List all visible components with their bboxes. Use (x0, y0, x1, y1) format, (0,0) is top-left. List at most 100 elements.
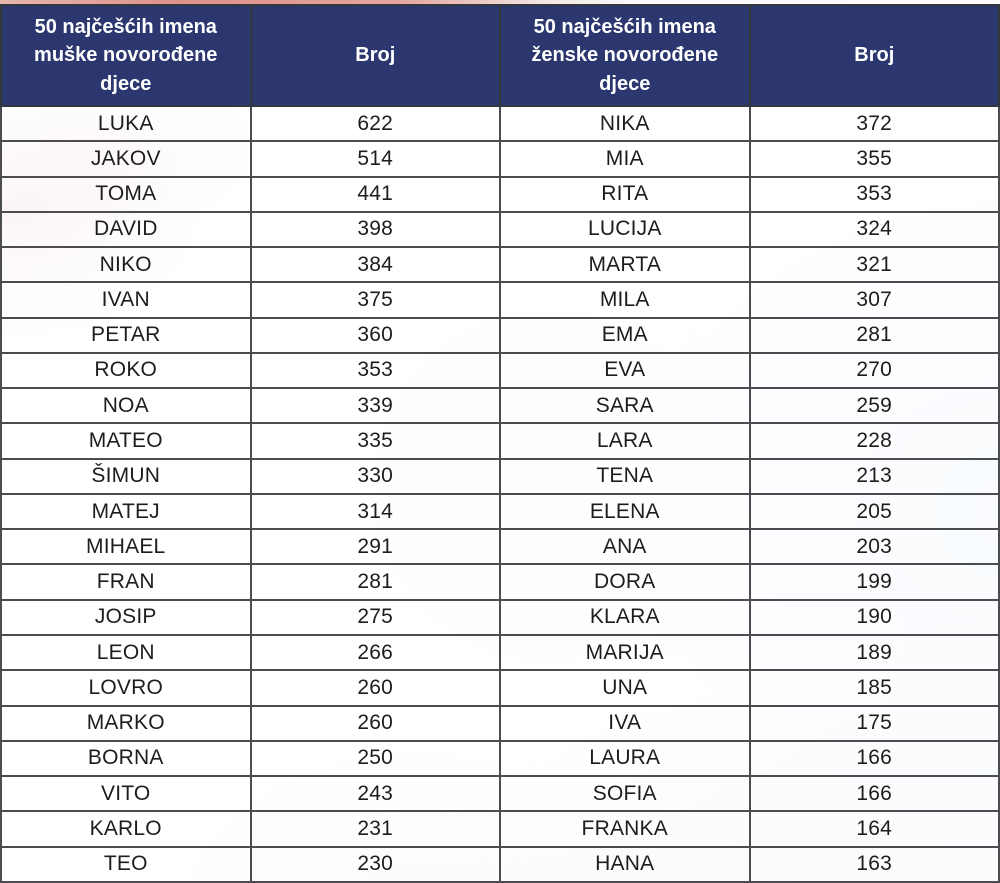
male-name-cell: JAKOV (0, 140, 252, 178)
female-name-cell: EVA (499, 351, 751, 390)
male-name-cell: NIKO (0, 246, 252, 284)
table-row: JOSIP 275 KLARA 190 (0, 598, 1000, 636)
female-name-cell: SOFIA (499, 775, 751, 813)
female-name-cell: DORA (499, 563, 751, 601)
column-header-male-names: 50 najčešćih imena muške novorođene djec… (0, 4, 252, 107)
male-name-cell: MARKO (0, 704, 252, 742)
male-name-cell: NOA (0, 387, 252, 425)
male-count-cell: 514 (249, 140, 501, 178)
female-name-cell: SARA (499, 387, 751, 425)
female-count-cell: 164 (748, 810, 1000, 848)
female-count-cell: 355 (748, 140, 1000, 178)
male-count-cell: 291 (249, 528, 501, 566)
female-count-cell: 259 (748, 387, 1000, 425)
table-row: LOVRO 260 UNA 185 (0, 669, 1000, 707)
column-header-female-count: Broj (748, 4, 1000, 107)
male-count-cell: 250 (249, 739, 501, 778)
table-row: MIHAEL 291 ANA 203 (0, 528, 1000, 566)
table-row: TEO 230 HANA 163 (0, 845, 1000, 883)
female-name-cell: LARA (499, 422, 751, 460)
table-row: JAKOV 514 MIA 355 (0, 140, 1000, 178)
female-name-cell: KLARA (499, 598, 751, 636)
table-row: IVAN 375 MILA 307 (0, 281, 1000, 319)
male-count-cell: 622 (249, 104, 501, 143)
male-name-cell: TEO (0, 845, 252, 883)
female-name-cell: MARTA (499, 246, 751, 284)
female-name-cell: MIA (499, 140, 751, 178)
table-row: VITO 243 SOFIA 166 (0, 775, 1000, 813)
male-count-cell: 384 (249, 246, 501, 284)
male-name-cell: MIHAEL (0, 528, 252, 566)
table-row: NOA 339 SARA 259 (0, 387, 1000, 425)
female-count-cell: 189 (748, 633, 1000, 672)
table-row: ŠIMUN 330 TENA 213 (0, 457, 1000, 495)
column-header-male-count: Broj (249, 4, 501, 107)
male-name-cell: IVAN (0, 281, 252, 319)
female-name-cell: TENA (499, 457, 751, 495)
male-name-cell: LEON (0, 633, 252, 672)
names-table: 50 najčešćih imena muške novorođene djec… (0, 4, 1000, 883)
female-count-cell: 228 (748, 422, 1000, 460)
female-count-cell: 166 (748, 775, 1000, 813)
male-name-cell: FRAN (0, 563, 252, 601)
table-header: 50 najčešćih imena muške novorođene djec… (0, 4, 1000, 107)
male-count-cell: 398 (249, 210, 501, 249)
male-count-cell: 266 (249, 633, 501, 672)
table-row: ROKO 353 EVA 270 (0, 351, 1000, 390)
male-count-cell: 339 (249, 387, 501, 425)
male-count-cell: 230 (249, 845, 501, 883)
male-count-cell: 314 (249, 492, 501, 531)
female-count-cell: 163 (748, 845, 1000, 883)
male-count-cell: 330 (249, 457, 501, 495)
male-name-cell: MATEO (0, 422, 252, 460)
column-header-female-names: 50 najčešćih imena ženske novorođene dje… (499, 4, 751, 107)
table-row: KARLO 231 FRANKA 164 (0, 810, 1000, 848)
female-name-cell: RITA (499, 175, 751, 213)
male-count-cell: 243 (249, 775, 501, 813)
female-name-cell: MILA (499, 281, 751, 319)
table-row: MARKO 260 IVA 175 (0, 704, 1000, 742)
table-row: MATEO 335 LARA 228 (0, 422, 1000, 460)
female-name-cell: NIKA (499, 104, 751, 143)
female-count-cell: 281 (748, 316, 1000, 354)
male-count-cell: 441 (249, 175, 501, 213)
male-name-cell: LOVRO (0, 669, 252, 707)
female-count-cell: 324 (748, 210, 1000, 249)
female-name-cell: FRANKA (499, 810, 751, 848)
table-row: LUKA 622 NIKA 372 (0, 104, 1000, 143)
female-count-cell: 190 (748, 598, 1000, 636)
female-name-cell: EMA (499, 316, 751, 354)
male-name-cell: VITO (0, 775, 252, 813)
male-name-cell: ROKO (0, 351, 252, 390)
male-name-cell: JOSIP (0, 598, 252, 636)
female-name-cell: IVA (499, 704, 751, 742)
table-row: NIKO 384 MARTA 321 (0, 246, 1000, 284)
male-name-cell: TOMA (0, 175, 252, 213)
male-count-cell: 281 (249, 563, 501, 601)
male-name-cell: MATEJ (0, 492, 252, 531)
male-count-cell: 260 (249, 669, 501, 707)
male-name-cell: KARLO (0, 810, 252, 848)
female-name-cell: LAURA (499, 739, 751, 778)
female-count-cell: 185 (748, 669, 1000, 707)
table-row: FRAN 281 DORA 199 (0, 563, 1000, 601)
female-count-cell: 213 (748, 457, 1000, 495)
male-count-cell: 275 (249, 598, 501, 636)
table-row: DAVID 398 LUCIJA 324 (0, 210, 1000, 249)
female-name-cell: HANA (499, 845, 751, 883)
male-name-cell: DAVID (0, 210, 252, 249)
table-row: BORNA 250 LAURA 166 (0, 739, 1000, 778)
female-count-cell: 353 (748, 175, 1000, 213)
female-count-cell: 321 (748, 246, 1000, 284)
male-count-cell: 375 (249, 281, 501, 319)
male-count-cell: 360 (249, 316, 501, 354)
female-count-cell: 307 (748, 281, 1000, 319)
table-body: LUKA 622 NIKA 372 JAKOV 514 MIA 355 TOMA 441 RITA 3… (0, 104, 1000, 883)
male-name-cell: ŠIMUN (0, 457, 252, 495)
female-name-cell: UNA (499, 669, 751, 707)
table-row: LEON 266 MARIJA 189 (0, 633, 1000, 672)
female-count-cell: 175 (748, 704, 1000, 742)
male-name-cell: BORNA (0, 739, 252, 778)
male-count-cell: 335 (249, 422, 501, 460)
female-count-cell: 166 (748, 739, 1000, 778)
